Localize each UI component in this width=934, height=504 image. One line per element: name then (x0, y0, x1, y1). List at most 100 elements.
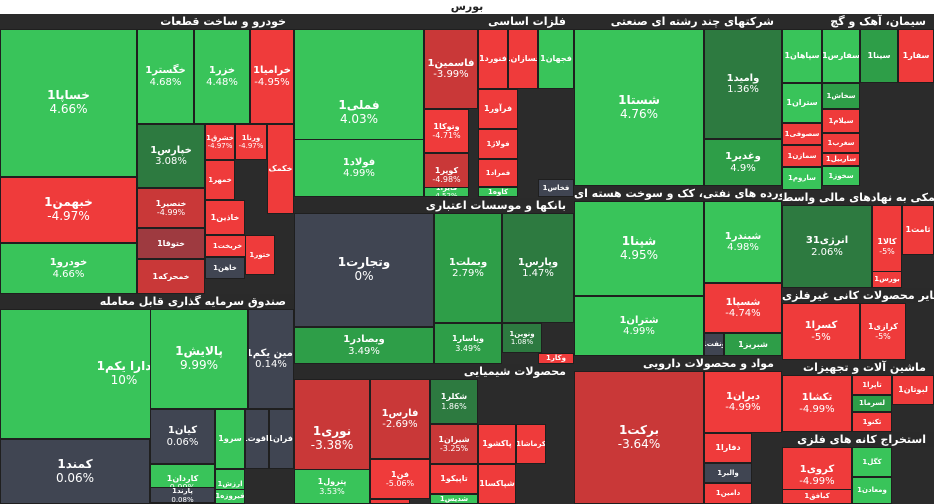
stock-tile[interactable]: سپاهان1 (782, 29, 822, 83)
stock-tile[interactable]: پاکشو1 (478, 424, 516, 464)
stock-tile[interactable]: وبصادر1 3.49% (294, 327, 434, 364)
stock-tile[interactable]: ونوین1 1.08% (502, 323, 542, 353)
stock-tile[interactable]: ختور1 (245, 235, 275, 275)
stock-tile[interactable]: خکمک (267, 124, 294, 214)
sector-title[interactable]: صندوق سرمایه گذاری قابل معامله (0, 294, 294, 309)
stock-tile[interactable]: خشرق1 -4.97% (205, 124, 235, 160)
stock-tile[interactable]: سغرب1 (822, 133, 860, 153)
stock-tile[interactable]: یاقوت1 (245, 409, 269, 469)
stock-tile[interactable]: سیلام1 (822, 109, 860, 133)
sector-title[interactable]: فراورده های نفتی، کک و سوخت هسته ای (574, 186, 782, 201)
stock-tile[interactable]: ومعادن1 (852, 477, 892, 504)
stock-tile[interactable]: خساپا1 4.66% (0, 29, 137, 177)
stock-tile[interactable]: شستا1 4.76% (574, 29, 704, 186)
stock-tile[interactable]: کبافق1 (782, 489, 852, 504)
sector-title[interactable]: محصولات شیمیایی (294, 364, 574, 379)
stock-tile[interactable]: بورس1 (872, 271, 902, 288)
stock-tile[interactable]: فولاد1 4.99% (294, 139, 424, 197)
stock-tile[interactable]: خگستر1 4.68% (137, 29, 194, 124)
stock-tile[interactable]: خمهر1 (205, 160, 235, 200)
stock-tile[interactable]: ساروم1 (782, 167, 822, 190)
stock-tile[interactable]: کرازی1 -5% (860, 303, 906, 360)
stock-tile[interactable]: ستران1 (782, 83, 822, 123)
stock-tile[interactable]: خودرو1 4.66% (0, 243, 137, 294)
stock-tile[interactable]: کرماشا1 (516, 424, 546, 464)
stock-tile[interactable]: والبر1 (704, 463, 752, 483)
stock-tile[interactable]: لبوتان1 (892, 375, 934, 405)
stock-tile[interactable]: کمند1 0.06% (0, 439, 150, 504)
stock-tile[interactable]: خرامیا1 -4.95% (250, 29, 294, 124)
stock-tile[interactable]: خزر1 4.48% (194, 29, 250, 124)
sector-title[interactable]: فلزات اساسی (294, 14, 574, 29)
stock-tile[interactable]: کگل1 (852, 447, 892, 477)
sector-title[interactable]: سایر محصولات کانی غیرفلزی (782, 288, 934, 303)
stock-tile[interactable]: تاپیکو1 (430, 464, 478, 494)
stock-tile[interactable]: امین یکم10.14% (248, 309, 294, 409)
sector-title[interactable]: ماشین آلات و تجهیزات (782, 360, 934, 375)
stock-tile[interactable]: دیران1 -4.99% (704, 371, 782, 433)
sector-title[interactable]: مواد و محصولات دارویی (574, 356, 782, 371)
stock-tile[interactable]: لسرما1 (852, 395, 892, 412)
stock-tile[interactable]: فارس1 -2.69% (370, 379, 430, 459)
stock-tile[interactable]: ساربیل1 (822, 153, 860, 166)
stock-tile[interactable]: فاسمین1 -3.99% (424, 29, 478, 109)
stock-tile[interactable]: وامید1 1.36% (704, 29, 782, 139)
stock-tile[interactable]: شکلر1 1.86% (430, 379, 478, 424)
stock-tile[interactable]: وتجارت1 0% (294, 213, 434, 327)
stock-tile[interactable]: ختوقا1 (137, 228, 205, 259)
stock-tile[interactable]: ثامت1 (902, 205, 934, 255)
stock-tile[interactable]: سخوز1 (822, 166, 860, 186)
stock-tile[interactable]: سمازن1 (782, 145, 822, 167)
stock-tile[interactable]: خریخت1 (205, 235, 250, 257)
stock-tile[interactable]: خبهمن1 -4.97% (0, 177, 137, 243)
stock-tile[interactable]: سرو1 (215, 409, 245, 469)
stock-tile[interactable]: تکنو1 (852, 412, 892, 432)
stock-tile[interactable]: دامین1 (704, 483, 752, 504)
stock-tile[interactable]: خمحرکه1 (137, 259, 205, 294)
stock-tile[interactable]: خپارس1 3.08% (137, 124, 205, 188)
sector-title[interactable]: استخراج کانه های فلزی (782, 432, 934, 447)
stock-tile[interactable]: فخاس1 (538, 179, 574, 197)
stock-tile[interactable]: انرژی31 2.06% (782, 205, 872, 288)
stock-tile[interactable]: ونفت1 (704, 333, 724, 356)
stock-tile[interactable]: کسرا1 -5% (782, 303, 860, 360)
stock-tile[interactable]: شبندر1 4.98% (704, 201, 782, 283)
stock-tile[interactable]: سفار1 (898, 29, 934, 83)
stock-tile[interactable]: شپنا1 4.95% (574, 201, 704, 296)
stock-tile[interactable]: دفارا1 (704, 433, 752, 463)
stock-tile[interactable]: شسپا1 -4.74% (704, 283, 782, 333)
stock-tile[interactable]: فرآور1 (478, 89, 518, 129)
stock-tile[interactable]: تاپرا1 (852, 375, 892, 395)
stock-tile[interactable]: ورنا1 -4.97% (235, 124, 267, 160)
stock-tile[interactable]: فایرا1 4.52% (424, 187, 469, 197)
sector-title[interactable]: خودرو و ساخت قطعات (0, 14, 294, 29)
stock-tile[interactable]: سینا1 (860, 29, 898, 83)
stock-tile[interactable]: افران1 (269, 409, 294, 469)
stock-tile[interactable]: شدیس1 (430, 494, 478, 504)
stock-tile[interactable]: فنورد1 (478, 29, 508, 89)
sector-title[interactable]: بانکها و موسسات اعتباری (294, 198, 574, 213)
stock-tile[interactable]: وغدیر1 4.9% (704, 139, 782, 186)
stock-tile[interactable]: شتران1 4.99% (574, 296, 704, 356)
stock-tile[interactable]: خاهن1 (205, 257, 245, 279)
stock-tile[interactable]: وپارس1 1.47% (502, 213, 574, 323)
stock-tile[interactable]: فیروزه1 (215, 489, 245, 504)
stock-tile[interactable]: فن1 -5.06% (370, 459, 430, 499)
stock-tile[interactable]: کاوه1 (478, 187, 518, 197)
stock-tile[interactable]: خنصیر1 -4.99% (137, 188, 205, 228)
stock-tile[interactable]: تکشا1 -4.99% (782, 375, 852, 432)
stock-tile[interactable]: وتوکا1 -4.71% (424, 109, 469, 153)
stock-tile[interactable]: خاذین1 (205, 200, 245, 235)
stock-tile[interactable]: برکت1 -3.64% (574, 371, 704, 504)
stock-tile[interactable]: وبملت1 2.79% (434, 213, 502, 323)
stock-tile[interactable]: سخاش1 (822, 83, 860, 109)
stock-tile[interactable]: کیان1 0.06% (150, 409, 215, 464)
stock-tile[interactable]: پارند1 0.08% (150, 487, 215, 504)
stock-tile[interactable]: شیران1 -3.25% (430, 424, 478, 464)
stock-tile[interactable]: فمراد1 (478, 159, 518, 187)
stock-tile[interactable]: وپاسار1 3.49% (434, 323, 502, 364)
stock-tile[interactable]: شسینا1-5% (370, 499, 410, 504)
stock-tile[interactable]: پالایش1 9.99% (150, 309, 248, 409)
stock-tile[interactable]: شبریز1 (724, 333, 782, 356)
stock-tile[interactable]: فسازان1 (508, 29, 538, 89)
